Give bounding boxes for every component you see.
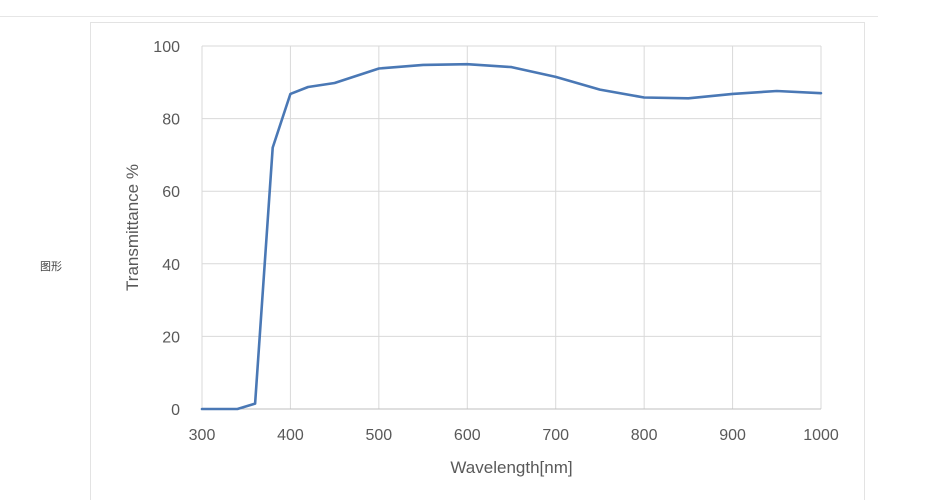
figure-caption-label: 图形 bbox=[40, 260, 62, 273]
chart-container bbox=[90, 22, 865, 500]
y-tick-label-0: 0 bbox=[171, 402, 180, 419]
y-tick-label-20: 20 bbox=[162, 329, 180, 346]
x-tick-label-300: 300 bbox=[189, 427, 216, 444]
x-tick-label-600: 600 bbox=[454, 427, 481, 444]
x-tick-label-700: 700 bbox=[542, 427, 569, 444]
y-tick-label-60: 60 bbox=[162, 184, 180, 201]
series-layer bbox=[200, 62, 823, 411]
grid-layer bbox=[201, 45, 822, 410]
x-axis-title: Wavelength[nm] bbox=[450, 458, 572, 477]
y-tick-label-100: 100 bbox=[153, 39, 180, 56]
x-tick-label-900: 900 bbox=[719, 427, 746, 444]
x-tick-label-1000: 1000 bbox=[803, 427, 839, 444]
y-axis-title: Transmittance % bbox=[123, 164, 142, 291]
series-line-0 bbox=[200, 62, 823, 411]
y-tick-label-80: 80 bbox=[162, 112, 180, 129]
tick-labels: 0 20 40 60 80 100 300 400 500 600 700 800 900 1000 bbox=[153, 39, 839, 444]
top-divider bbox=[0, 16, 878, 17]
x-tick-label-500: 500 bbox=[366, 427, 393, 444]
x-tick-label-800: 800 bbox=[631, 427, 658, 444]
y-tick-label-40: 40 bbox=[162, 257, 180, 274]
x-tick-label-400: 400 bbox=[277, 427, 304, 444]
